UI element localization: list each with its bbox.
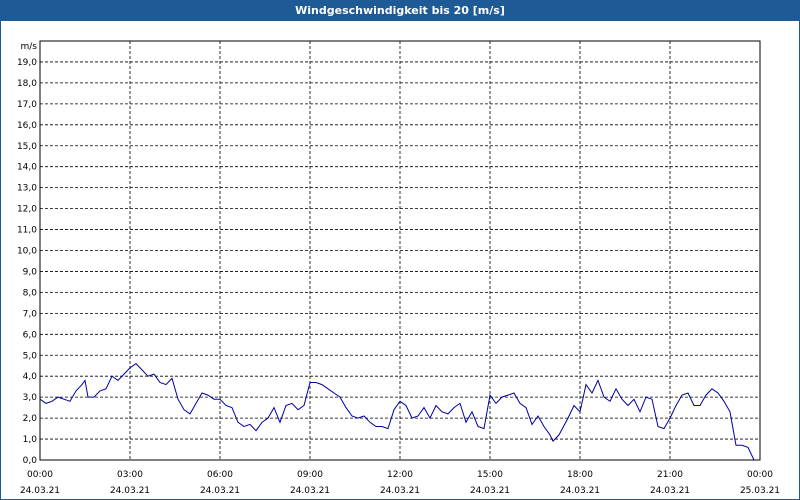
y-tick-label: 1,0 [23, 435, 38, 445]
x-tick-date: 24.03.21 [200, 486, 240, 496]
y-tick-label: 11,0 [17, 226, 37, 236]
y-tick-label: 18,0 [17, 79, 37, 89]
y-tick-label: 15,0 [17, 142, 37, 152]
y-tick-label: 10,0 [17, 247, 37, 257]
series-line [40, 362, 755, 461]
x-tick-time: 03:00 [117, 470, 143, 480]
chart-title: Windgeschwindigkeit bis 20 [m/s] [1, 1, 799, 21]
y-tick-label: 16,0 [17, 121, 37, 131]
y-tick-label: 19,0 [17, 58, 37, 68]
x-tick-time: 00:00 [747, 470, 773, 480]
y-tick-label: 17,0 [17, 100, 37, 110]
x-tick-time: 21:00 [657, 470, 683, 480]
x-tick-date: 25.03.21 [740, 486, 780, 496]
x-tick-time: 18:00 [567, 470, 593, 480]
x-tick-date: 24.03.21 [650, 486, 690, 496]
x-tick-time: 09:00 [297, 470, 323, 480]
y-tick-label: 3,0 [23, 393, 38, 403]
x-tick-date: 24.03.21 [110, 486, 150, 496]
x-tick-date: 24.03.21 [20, 486, 60, 496]
x-tick-date: 24.03.21 [560, 486, 600, 496]
y-tick-label: 2,0 [23, 414, 38, 424]
x-tick-time: 12:00 [387, 470, 413, 480]
y-tick-label: 5,0 [23, 351, 38, 361]
y-axis-unit: m/s [21, 42, 38, 52]
series-line [759, 457, 760, 460]
y-tick-label: 13,0 [17, 184, 37, 194]
x-tick-time: 15:00 [477, 470, 503, 480]
y-tick-label: 12,0 [17, 205, 37, 215]
x-tick-time: 06:00 [207, 470, 233, 480]
y-tick-label: 4,0 [23, 372, 38, 382]
y-tick-label: 6,0 [23, 330, 38, 340]
y-tick-label: 9,0 [23, 267, 38, 277]
x-tick-date: 24.03.21 [470, 486, 510, 496]
x-tick-time: 00:00 [27, 470, 53, 480]
y-tick-label: 0,0 [23, 456, 38, 466]
y-tick-label: 14,0 [17, 163, 37, 173]
y-tick-label: 7,0 [23, 309, 38, 319]
x-tick-date: 24.03.21 [380, 486, 420, 496]
x-tick-date: 24.03.21 [290, 486, 330, 496]
chart-svg: 0,0 1,0 2,0 3,0 4,0 5,0 6,0 7,0 8,0 9,0 10,0 11,0 12… [17, 40, 780, 496]
y-tick-label: 8,0 [23, 288, 38, 298]
